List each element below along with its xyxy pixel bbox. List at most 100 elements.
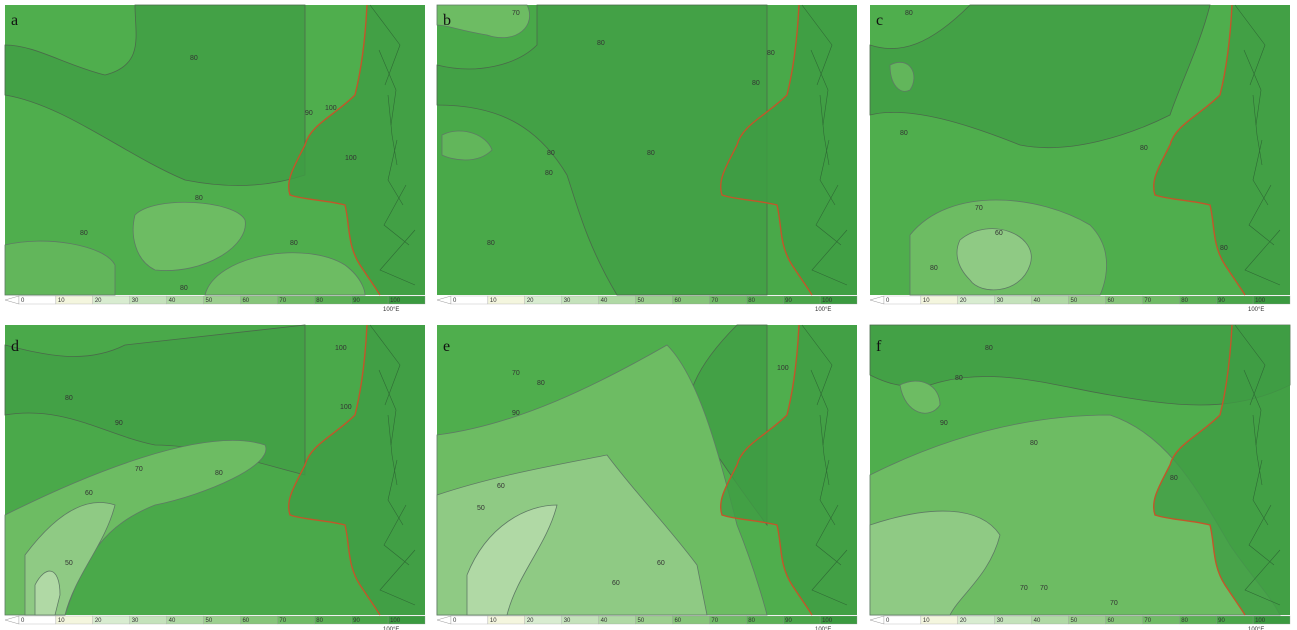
colorbar-tick: 50 xyxy=(206,298,213,304)
contour-label: 80 xyxy=(900,130,908,137)
colorbar-tick: 80 xyxy=(748,618,755,624)
colorbar-tick: 100 xyxy=(1255,618,1266,624)
colorbar-arrow xyxy=(437,296,451,304)
colorbar-segment xyxy=(451,616,488,624)
colorbar-tick: 40 xyxy=(169,618,176,624)
colorbar-segment xyxy=(884,616,921,624)
colorbar-tick: 50 xyxy=(638,298,645,304)
contour-label: 80 xyxy=(65,395,73,402)
map-panel: a809010010080808080010203040506070809010… xyxy=(5,5,425,313)
colorbar-tick: 30 xyxy=(132,298,139,304)
colorbar-tick: 40 xyxy=(1034,618,1041,624)
colorbar-tick: 30 xyxy=(564,618,571,624)
contour-label: 80 xyxy=(930,265,938,272)
colorbar-tick: 90 xyxy=(1218,298,1225,304)
panel-label: f xyxy=(876,338,882,355)
contour-label: 80 xyxy=(290,240,298,247)
contour-label: 90 xyxy=(305,110,313,117)
colorbar-tick: 70 xyxy=(1144,298,1151,304)
colorbar-segment xyxy=(884,296,921,304)
colorbar-tick: 100 xyxy=(822,298,833,304)
colorbar-tick: 20 xyxy=(95,618,102,624)
map-panel: e708090100605060600102030405060708090100… xyxy=(437,325,857,630)
contour-label: 100 xyxy=(340,404,352,411)
colorbar-tick: 30 xyxy=(997,618,1004,624)
colorbar-segment xyxy=(451,296,488,304)
colorbar-tick: 60 xyxy=(674,298,681,304)
colorbar-segment xyxy=(19,616,56,624)
contour-label: 80 xyxy=(547,150,555,157)
contour-label: 80 xyxy=(545,170,553,177)
contour-label: 80 xyxy=(1140,145,1148,152)
contour-label: 80 xyxy=(1030,440,1038,447)
panel-label: d xyxy=(11,338,19,355)
contour-label: 80 xyxy=(752,80,760,87)
contour-label: 50 xyxy=(477,505,485,512)
colorbar-tick: 70 xyxy=(711,298,718,304)
colorbar-tick: 90 xyxy=(785,298,792,304)
contour-label: 100 xyxy=(345,155,357,162)
colorbar-arrow xyxy=(870,296,884,304)
contour-label: 80 xyxy=(767,50,775,57)
longitude-label: 100°E xyxy=(383,307,399,313)
contour-label: 70 xyxy=(512,370,520,377)
contour-label: 100 xyxy=(335,345,347,352)
colorbar-tick: 30 xyxy=(132,618,139,624)
colorbar-tick: 50 xyxy=(638,618,645,624)
contour-label: 90 xyxy=(940,420,948,427)
colorbar-tick: 70 xyxy=(279,618,286,624)
panel-label: a xyxy=(11,12,18,29)
panel-label: e xyxy=(443,338,450,355)
colorbar-tick: 40 xyxy=(1034,298,1041,304)
colorbar-tick: 60 xyxy=(674,618,681,624)
panel-label: c xyxy=(876,12,883,29)
colorbar-tick: 20 xyxy=(527,618,534,624)
colorbar-arrow xyxy=(870,616,884,624)
colorbar-tick: 50 xyxy=(1071,618,1078,624)
colorbar-tick: 20 xyxy=(960,298,967,304)
colorbar-tick: 40 xyxy=(601,298,608,304)
contour-label: 90 xyxy=(512,410,520,417)
contour-label: 60 xyxy=(612,580,620,587)
contour-label: 80 xyxy=(195,195,203,202)
colorbar-tick: 80 xyxy=(1181,618,1188,624)
colorbar-tick: 20 xyxy=(527,298,534,304)
colorbar-tick: 50 xyxy=(1071,298,1078,304)
panel-label: b xyxy=(443,12,451,29)
contour-label: 100 xyxy=(325,105,337,112)
colorbar-tick: 80 xyxy=(316,618,323,624)
colorbar-tick: 100 xyxy=(390,298,401,304)
contour-label: 70 xyxy=(512,10,520,17)
contour-label: 70 xyxy=(1040,585,1048,592)
contour-label: 80 xyxy=(955,375,963,382)
contour-label: 80 xyxy=(215,470,223,477)
contour-label: 60 xyxy=(497,483,505,490)
colorbar-tick: 70 xyxy=(1144,618,1151,624)
contour-label: 60 xyxy=(995,230,1003,237)
colorbar-tick: 60 xyxy=(1107,298,1114,304)
map-panel: d809010010080706050010203040506070809010… xyxy=(5,325,425,630)
colorbar-tick: 90 xyxy=(353,298,360,304)
colorbar-tick: 60 xyxy=(1107,618,1114,624)
colorbar-tick: 70 xyxy=(711,618,718,624)
longitude-label: 100°E xyxy=(815,307,831,313)
contour-label: 80 xyxy=(80,230,88,237)
colorbar-tick: 90 xyxy=(353,618,360,624)
contour-label: 80 xyxy=(1170,475,1178,482)
colorbar-tick: 20 xyxy=(960,618,967,624)
colorbar-tick: 100 xyxy=(390,618,401,624)
contour-label: 60 xyxy=(657,560,665,567)
colorbar-tick: 100 xyxy=(1255,298,1266,304)
contour-label: 70 xyxy=(1110,600,1118,607)
contour-label: 80 xyxy=(597,40,605,47)
colorbar-tick: 10 xyxy=(490,298,497,304)
colorbar-tick: 40 xyxy=(169,298,176,304)
colorbar-arrow xyxy=(437,616,451,624)
colorbar-tick: 80 xyxy=(748,298,755,304)
contour-label: 70 xyxy=(1020,585,1028,592)
contour-label: 80 xyxy=(190,55,198,62)
contour-label: 80 xyxy=(180,285,188,292)
contour-label: 80 xyxy=(905,10,913,17)
colorbar-tick: 30 xyxy=(997,298,1004,304)
